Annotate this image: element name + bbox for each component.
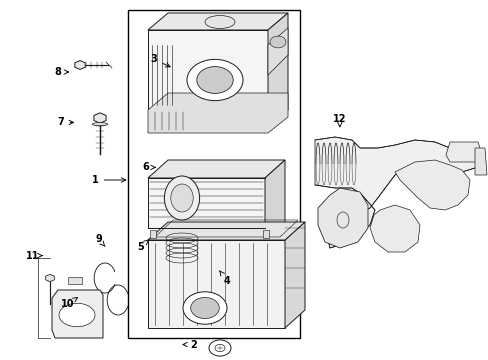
Circle shape — [186, 59, 243, 100]
Text: 12: 12 — [332, 114, 346, 127]
Text: 5: 5 — [137, 239, 149, 252]
Circle shape — [190, 297, 219, 319]
Bar — [68, 277, 82, 284]
Bar — [263, 230, 268, 238]
Text: 6: 6 — [142, 162, 155, 172]
Circle shape — [269, 36, 285, 48]
Polygon shape — [445, 142, 479, 162]
Polygon shape — [394, 160, 469, 210]
Ellipse shape — [170, 184, 193, 212]
Polygon shape — [148, 13, 287, 30]
Text: 4: 4 — [219, 271, 230, 286]
Circle shape — [183, 292, 226, 324]
Text: 1: 1 — [92, 175, 125, 185]
Text: 8: 8 — [54, 67, 68, 77]
Polygon shape — [317, 188, 367, 248]
Text: 11: 11 — [26, 251, 42, 261]
Ellipse shape — [164, 176, 199, 220]
Polygon shape — [52, 290, 103, 338]
Text: 7: 7 — [58, 117, 73, 127]
Polygon shape — [264, 160, 285, 228]
Polygon shape — [267, 13, 287, 110]
Bar — [148, 30, 267, 110]
Ellipse shape — [204, 15, 235, 28]
Circle shape — [196, 67, 233, 93]
Polygon shape — [148, 93, 287, 133]
Polygon shape — [94, 113, 106, 123]
Text: 9: 9 — [95, 234, 105, 246]
Text: 2: 2 — [183, 339, 196, 350]
Polygon shape — [314, 137, 479, 248]
Polygon shape — [75, 60, 85, 69]
Ellipse shape — [59, 303, 95, 327]
Polygon shape — [267, 28, 287, 75]
Circle shape — [215, 345, 224, 352]
Ellipse shape — [92, 123, 107, 126]
Bar — [128, 10, 299, 338]
Text: 10: 10 — [61, 297, 77, 309]
Bar — [148, 178, 264, 228]
Bar — [148, 240, 285, 328]
Circle shape — [208, 340, 230, 356]
Polygon shape — [474, 148, 486, 175]
Polygon shape — [285, 222, 305, 328]
Text: 3: 3 — [150, 54, 170, 67]
Polygon shape — [148, 160, 285, 178]
Polygon shape — [45, 274, 54, 282]
Polygon shape — [369, 205, 419, 252]
Bar — [150, 230, 156, 238]
Polygon shape — [148, 222, 305, 240]
